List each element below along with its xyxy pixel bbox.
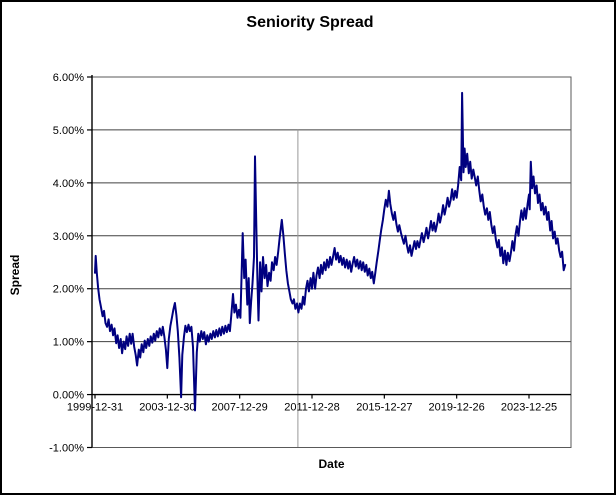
x-tick-label: 2023-12-25: [501, 402, 557, 414]
y-tick-label: 1.00%: [53, 337, 84, 349]
y-tick-label: 4.00%: [53, 178, 84, 190]
x-tick-label: 2015-12-27: [356, 402, 412, 414]
y-tick-label: 6.00%: [53, 72, 84, 84]
x-tick-label: 2003-12-30: [139, 402, 195, 414]
x-tick-label: 2011-12-28: [284, 402, 339, 414]
y-tick-label: 3.00%: [53, 231, 84, 243]
y-tick-label: 5.00%: [53, 125, 84, 137]
series-line: [94, 91, 567, 412]
chart-title: Seniority Spread: [246, 14, 374, 31]
x-axis-title: Date: [318, 457, 345, 471]
x-tick-label: 1999-12-31: [67, 402, 123, 414]
x-tick-label: 2007-12-29: [212, 402, 268, 414]
y-tick-label: 0.00%: [53, 390, 84, 402]
y-tick-label: 2.00%: [53, 284, 84, 296]
y-tick-label: -1.00%: [49, 443, 84, 455]
x-tick-label: 2019-12-26: [429, 402, 485, 414]
